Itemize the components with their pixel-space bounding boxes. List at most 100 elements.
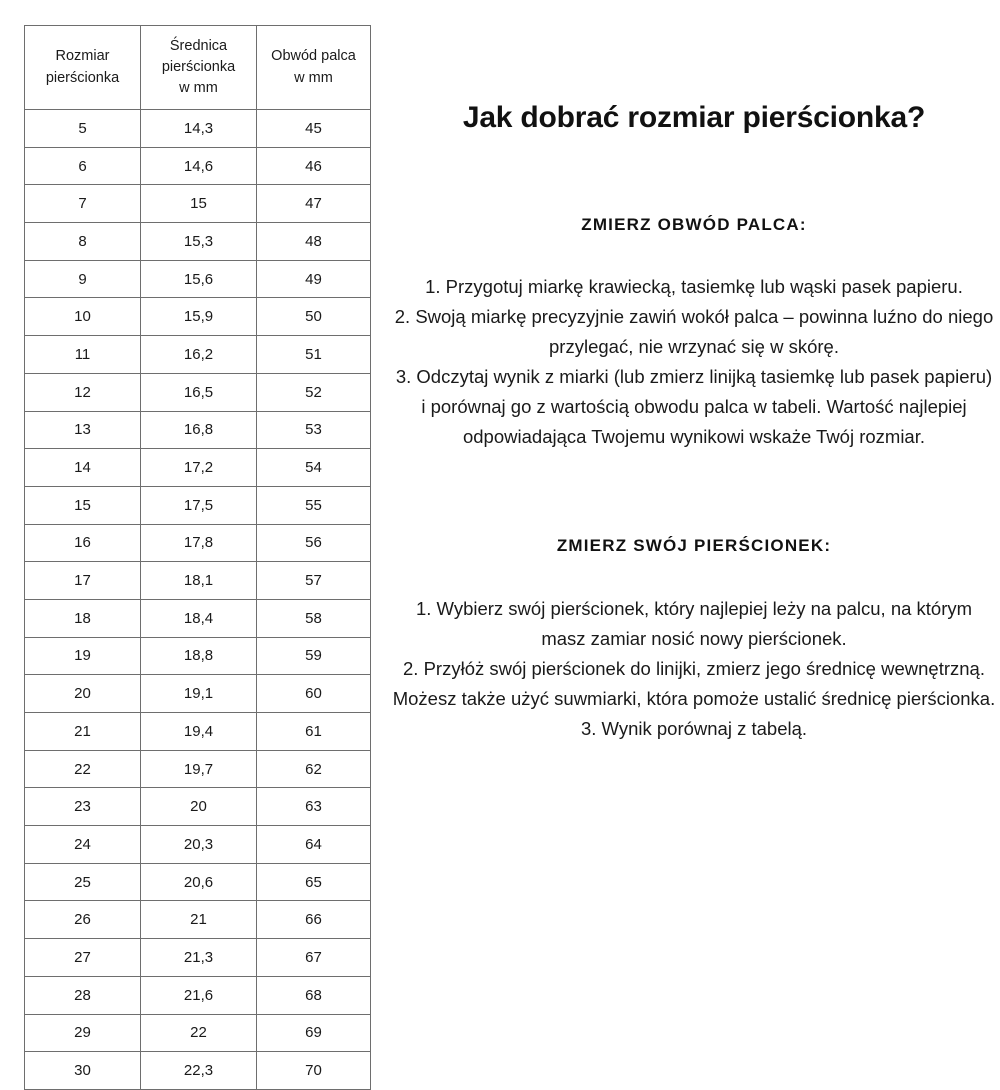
cell-finger-circumference: 53: [256, 410, 371, 450]
cell-finger-circumference: 64: [256, 825, 371, 864]
table-row: 28 21,6 68: [24, 975, 371, 1015]
cell-ring-diameter: 14,3: [140, 109, 257, 148]
column-header-line: Obwód palca: [271, 48, 356, 65]
table-row: 6 14,6 46: [24, 146, 371, 186]
cell-ring-size: 15: [24, 485, 141, 525]
table-row: 15 17,5 55: [24, 485, 371, 525]
table-row: 8 15,3 48: [24, 222, 371, 261]
table-row: 22 19,7 62: [24, 749, 371, 789]
cell-finger-circumference: 69: [256, 1013, 371, 1053]
cell-ring-diameter: 18,1: [140, 561, 257, 600]
table-row: 11 16,2 51: [24, 335, 371, 374]
cell-ring-diameter: 19,1: [140, 674, 257, 713]
instructions-panel: Jak dobrać rozmiar pierścionka? ZMIERZ O…: [388, 0, 1000, 744]
cell-ring-size: 19: [24, 636, 141, 676]
table-row: 19 18,8 59: [24, 636, 371, 676]
column-header-finger-circumference: Obwód palca w mm: [256, 25, 371, 110]
cell-finger-circumference: 62: [256, 749, 371, 789]
table-row: 26 21 66: [24, 900, 371, 940]
table-row: 16 17,8 56: [24, 523, 371, 563]
cell-ring-size: 23: [24, 787, 141, 827]
cell-finger-circumference: 47: [256, 184, 371, 224]
cell-ring-size: 27: [24, 938, 141, 977]
cell-ring-diameter: 16,2: [140, 335, 257, 374]
cell-ring-diameter: 22,3: [140, 1051, 257, 1090]
table-row: 9 15,6 49: [24, 259, 371, 299]
cell-ring-diameter: 19,4: [140, 712, 257, 751]
ring-size-table: Rozmiar pierścionka Średnica pierścionka…: [24, 25, 371, 1090]
section-heading-measure-ring: ZMIERZ SWÓJ PIERŚCIONEK:: [556, 535, 832, 555]
cell-ring-size: 22: [24, 749, 141, 789]
cell-ring-size: 24: [24, 825, 141, 864]
cell-ring-size: 14: [24, 448, 141, 487]
cell-finger-circumference: 50: [256, 297, 371, 337]
cell-finger-circumference: 46: [256, 146, 371, 186]
cell-ring-size: 20: [24, 674, 141, 713]
cell-ring-size: 12: [24, 372, 141, 412]
cell-finger-circumference: 52: [256, 372, 371, 412]
column-header-line: pierścionka: [45, 69, 120, 86]
cell-ring-diameter: 15: [140, 184, 257, 224]
cell-ring-size: 11: [24, 335, 141, 374]
cell-ring-size: 13: [24, 410, 141, 450]
cell-ring-diameter: 16,8: [140, 410, 257, 450]
cell-ring-diameter: 20,3: [140, 825, 257, 864]
cell-finger-circumference: 58: [256, 598, 371, 638]
table-row: 13 16,8 53: [24, 410, 371, 450]
cell-ring-diameter: 15,3: [140, 222, 257, 261]
cell-ring-diameter: 19,7: [140, 749, 257, 789]
table-row: 23 20 63: [24, 787, 371, 827]
cell-ring-diameter: 22: [140, 1013, 257, 1053]
column-header-line: Rozmiar: [55, 48, 110, 65]
cell-finger-circumference: 63: [256, 787, 371, 827]
list-item: 2. Przyłóż swój pierścionek do linijki, …: [392, 657, 996, 709]
table-row: 27 21,3 67: [24, 938, 371, 977]
table-header-row: Rozmiar pierścionka Średnica pierścionka…: [24, 25, 371, 110]
steps-list-measure-finger: 1. Przygotuj miarkę krawiecką, tasiemkę …: [388, 272, 1000, 452]
cell-ring-size: 10: [24, 297, 141, 337]
cell-finger-circumference: 55: [256, 485, 371, 525]
cell-ring-size: 26: [24, 900, 141, 940]
column-header-line: w mm: [179, 80, 218, 96]
cell-ring-size: 16: [24, 523, 141, 563]
cell-ring-diameter: 15,6: [140, 259, 257, 299]
cell-finger-circumference: 59: [256, 636, 371, 676]
cell-finger-circumference: 68: [256, 975, 371, 1015]
cell-finger-circumference: 61: [256, 712, 371, 751]
cell-finger-circumference: 45: [256, 109, 371, 148]
table-row: 21 19,4 61: [24, 712, 371, 751]
cell-ring-size: 8: [24, 222, 141, 261]
column-header-ring-diameter: Średnica pierścionka w mm: [140, 25, 257, 110]
table-row: 29 22 69: [24, 1013, 371, 1053]
section-heading-measure-finger: ZMIERZ OBWÓD PALCA:: [581, 215, 807, 234]
cell-finger-circumference: 51: [256, 335, 371, 374]
steps-list-measure-ring: 1. Wybierz swój pierścionek, który najle…: [388, 594, 1000, 744]
cell-finger-circumference: 57: [256, 561, 371, 600]
cell-ring-diameter: 20,6: [140, 862, 257, 902]
cell-finger-circumference: 66: [256, 900, 371, 940]
table-body: 5 14,3 45 6 14,6 46 7 15 47 8 15,3 48 9 15,6 49 10 15,9 5…: [24, 109, 371, 1090]
table-row: 7 15 47: [24, 184, 371, 224]
list-item: 3. Odczytaj wynik z miarki (lub zmierz l…: [395, 365, 993, 447]
ring-size-table-container: Rozmiar pierścionka Średnica pierścionka…: [24, 25, 371, 1090]
cell-ring-size: 17: [24, 561, 141, 600]
column-header-ring-size: Rozmiar pierścionka: [24, 25, 141, 110]
cell-ring-size: 29: [24, 1013, 141, 1053]
cell-finger-circumference: 67: [256, 938, 371, 977]
table-row: 17 18,1 57: [24, 561, 371, 600]
cell-ring-size: 9: [24, 259, 141, 299]
cell-ring-diameter: 17,8: [140, 523, 257, 563]
table-row: 25 20,6 65: [24, 862, 371, 902]
table-row: 30 22,3 70: [24, 1051, 371, 1090]
cell-ring-diameter: 17,5: [140, 485, 257, 525]
table-row: 18 18,4 58: [24, 598, 371, 638]
list-item: 1. Przygotuj miarkę krawiecką, tasiemkę …: [425, 276, 963, 297]
cell-ring-size: 18: [24, 598, 141, 638]
table-row: 10 15,9 50: [24, 297, 371, 337]
cell-ring-diameter: 16,5: [140, 372, 257, 412]
page-title: Jak dobrać rozmiar pierścionka?: [462, 101, 926, 134]
table-row: 14 17,2 54: [24, 448, 371, 487]
cell-ring-diameter: 18,8: [140, 636, 257, 676]
cell-finger-circumference: 60: [256, 674, 371, 713]
